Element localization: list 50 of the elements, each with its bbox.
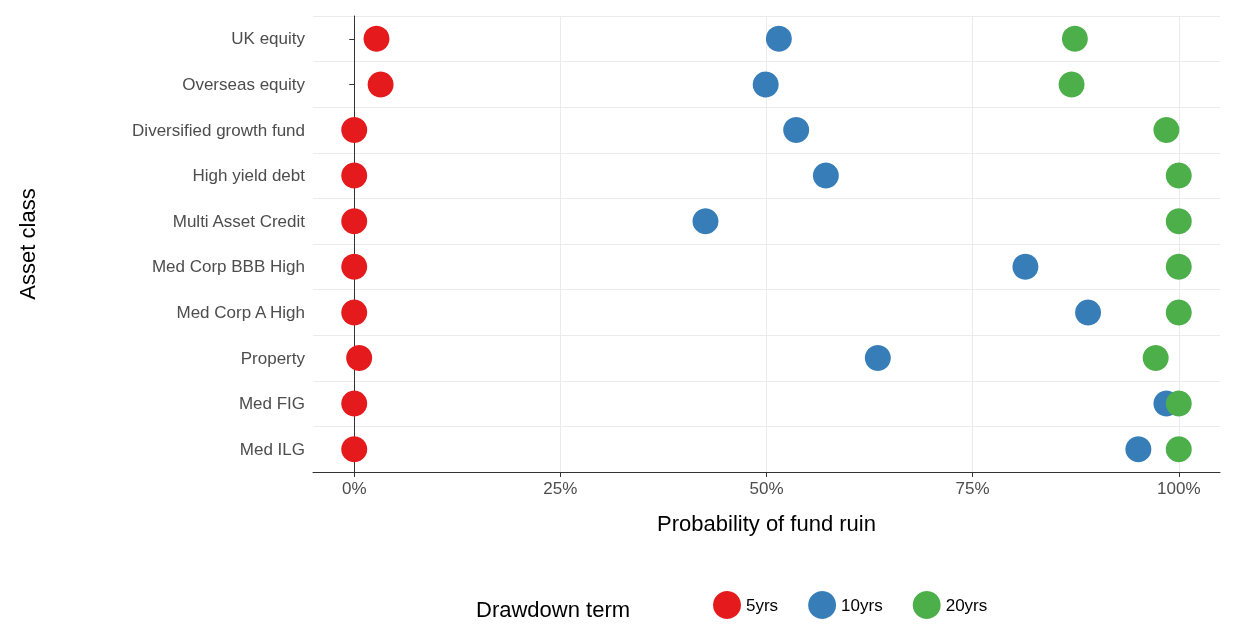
point [341,162,368,189]
point [341,208,368,235]
y-tick-label: Property [240,348,306,368]
x-tick-label: 100% [1157,479,1201,498]
point [765,25,792,52]
y-tick-label: Diversified growth fund [132,120,305,140]
legend-label: 10yrs [841,595,883,615]
point [346,345,373,371]
point [864,345,891,371]
point [1165,436,1192,463]
x-axis-title: Probability of fund ruin [657,510,876,536]
point [1165,208,1192,235]
legend-label: 20yrs [945,595,988,615]
point [367,71,394,98]
y-tick-label: Med Corp BBB High [151,257,305,277]
point [1075,299,1102,326]
legend-label: 5yrs [746,595,779,615]
y-tick-label: Med FIG [238,394,305,414]
y-tick-label: Overseas equity [182,74,306,94]
y-axis-title: Asset class [14,188,40,300]
x-tick-label: 50% [749,479,784,498]
x-tick-label: 75% [955,479,990,498]
point [341,253,368,280]
point [1125,436,1152,463]
legend-title: Drawdown term [476,596,631,622]
point [1165,162,1192,189]
point [1153,117,1180,143]
x-tick-label: 25% [543,479,578,498]
y-tick-label: High yield debt [192,166,306,186]
point [341,436,368,463]
point [1165,299,1192,326]
y-tick-label: Med ILG [239,439,305,459]
point [341,117,368,143]
point [752,71,779,98]
point [341,390,368,417]
point [1142,345,1169,371]
point [692,208,719,235]
point [341,299,368,326]
point [1058,71,1085,98]
point [1165,253,1192,280]
y-tick-label: Med Corp A High [176,302,305,322]
y-tick-label: UK equity [231,29,306,49]
point [1061,25,1088,52]
x-tick-label: 0% [341,479,367,498]
point [363,25,390,52]
y-tick-label: Multi Asset Credit [172,211,306,231]
point [812,162,839,189]
point [1012,253,1039,280]
point [1165,390,1192,417]
point [783,117,810,143]
